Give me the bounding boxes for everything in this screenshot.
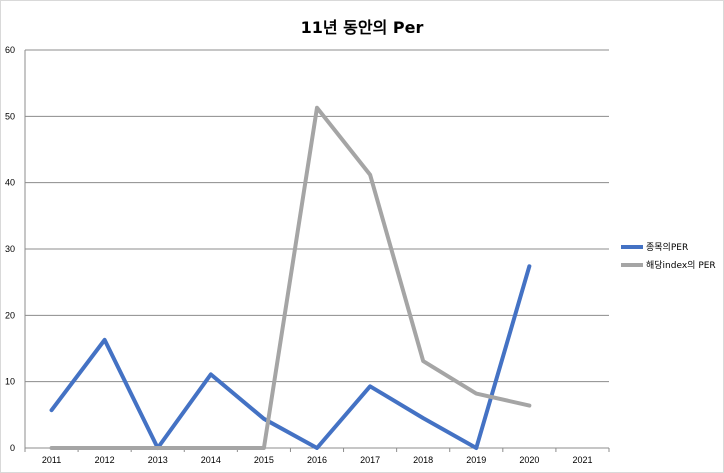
y-tick-label: 60 (5, 45, 15, 55)
y-tick-label: 10 (5, 377, 15, 387)
x-tick-label: 2018 (413, 455, 433, 465)
x-tick-label: 2013 (148, 455, 168, 465)
x-tick-label: 2012 (95, 455, 115, 465)
series-lines (49, 105, 532, 450)
legend-label-0: 종목의PER (646, 242, 688, 253)
y-tick-label: 50 (5, 111, 15, 121)
x-tick-label: 2021 (572, 455, 592, 465)
series-line-0 (49, 264, 532, 450)
x-tick-label: 2015 (254, 455, 274, 465)
gridlines (25, 49, 609, 383)
x-tick-label: 2019 (466, 455, 486, 465)
legend: 종목의PER 해당index의 PER (621, 242, 716, 271)
x-tick-label: 2011 (42, 455, 61, 465)
x-tick-label: 2020 (519, 455, 539, 465)
y-tick-labels: 0 10 20 30 40 50 60 (5, 45, 15, 453)
x-tick-label: 2016 (307, 455, 327, 465)
x-tick-labels: 2011 2012 2013 2014 2015 2016 2017 2018 2019 2020… (42, 455, 593, 465)
y-tick-label: 30 (5, 244, 15, 254)
series-line-1 (49, 105, 532, 450)
y-tick-label: 20 (5, 310, 15, 320)
legend-label-1: 해당index의 PER (646, 260, 716, 271)
y-tick-label: 40 (5, 178, 15, 188)
x-tick-label: 2014 (201, 455, 221, 465)
x-tick-label: 2017 (360, 455, 380, 465)
y-tick-label: 0 (10, 443, 15, 453)
chart-title: 11년 동안의 Per (300, 18, 424, 37)
